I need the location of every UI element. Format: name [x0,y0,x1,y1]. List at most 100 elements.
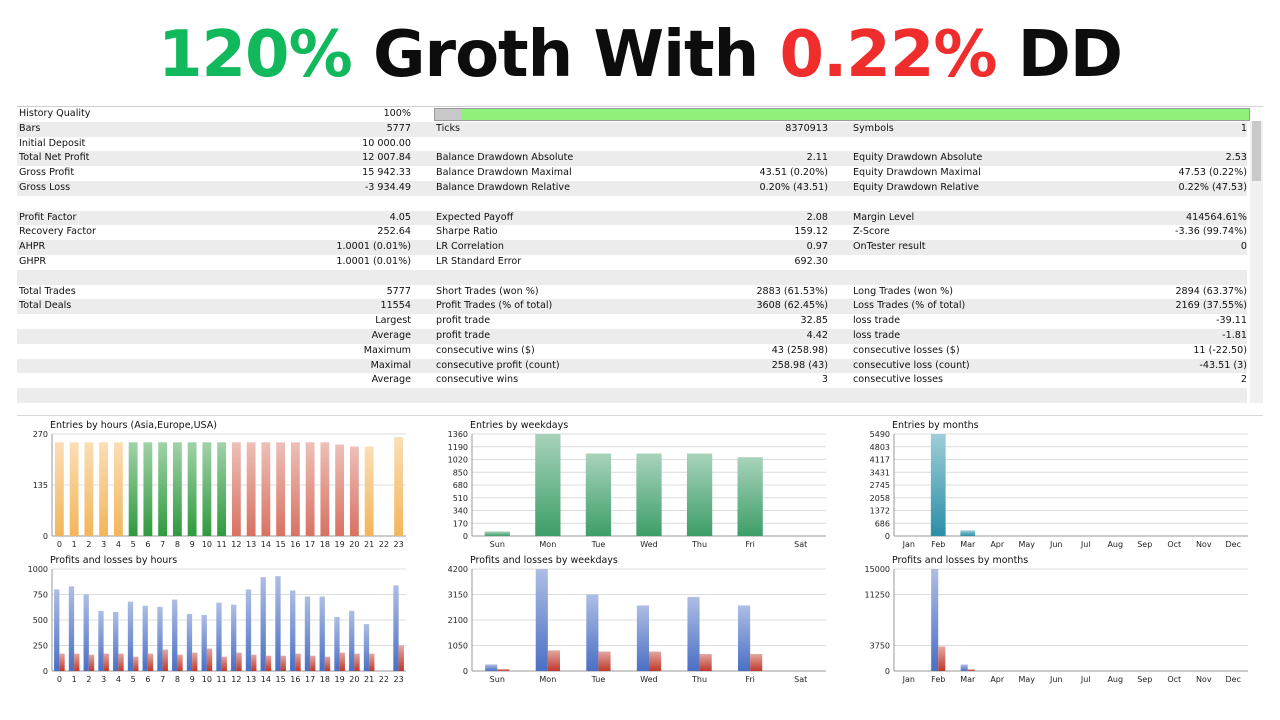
x-tick-label: 16 [290,675,300,684]
x-tick-label: 7 [160,675,165,684]
report-cell-c2l: Sharpe Ratio [436,226,498,238]
x-tick-label: 3 [101,540,106,549]
x-tick-label: 6 [145,675,150,684]
bar [349,610,355,671]
x-tick-label: Fri [745,675,755,684]
x-tick-label: Nov [1196,675,1212,684]
report-cell-c1l: Initial Deposit [19,137,86,149]
report-row [17,196,1247,211]
bar [177,654,183,671]
x-tick-label: 5 [131,675,136,684]
bar [128,442,138,536]
bar [319,596,325,671]
bar [938,646,946,671]
x-tick-label: Sat [794,675,807,684]
bar [68,586,75,671]
report-cell-c2v: 0.97 [806,241,828,253]
entries-by-hours-chart: Entries by hours (Asia,Europe,USA) 0 135 27… [22,418,412,550]
x-tick-label: 2 [86,675,91,684]
x-tick-label: Jun [1049,540,1063,549]
y-tick-label: 500 [33,616,48,625]
y-tick-label: 0 [885,667,890,676]
history-quality-row: History Quality 100% [17,107,1250,122]
bar [335,444,345,536]
bar [186,613,193,671]
y-tick-label: 2745 [870,481,890,490]
bar [261,442,271,536]
x-tick-label: Apr [990,540,1005,549]
x-tick-label: 23 [394,675,404,684]
report-scrollbar[interactable] [1250,121,1263,403]
y-tick-label: 686 [875,519,890,528]
drawdown-percent: 0.22% [779,18,997,92]
report-cell-c1l: Gross Profit [19,167,75,179]
x-tick-label: 9 [190,540,195,549]
bar [192,652,198,671]
bar [699,654,712,671]
report-cell-c1l: GHPR [19,256,47,267]
bar [99,442,109,536]
report-cell-c2v: 4.42 [806,330,828,341]
x-tick-label: 10 [202,540,212,549]
bar [960,530,976,536]
x-tick-label: Sun [490,675,505,684]
x-tick-label: Oct [1167,675,1181,684]
x-tick-label: Feb [931,540,945,549]
report-cell-c2l: LR Correlation [436,241,504,253]
x-tick-label: 13 [246,540,256,549]
x-tick-label: Dec [1226,540,1241,549]
report-row: Gross Profit 15 942.33 Balance Drawdown Ma… [17,166,1247,181]
x-tick-label: 22 [379,675,389,684]
scroll-thumb[interactable] [1252,121,1261,181]
bar [143,442,153,536]
y-tick-label: 11250 [865,591,890,600]
x-tick-label: Mar [960,675,976,684]
report-cell-c2l: Balance Drawdown Relative [436,182,570,193]
bar [113,611,119,671]
report-cell-c3v: 11 (-22.50) [1193,344,1247,356]
report-cell-c2v: 2883 (61.53%) [756,285,828,297]
y-tick-label: 680 [453,481,468,490]
report-cell-c1l: Total Trades [19,285,76,297]
report-row: Bars 5777 Ticks 8370913 Symbols 1 [17,121,1247,137]
report-cell-c1v: 12 007.84 [362,152,411,164]
bar [54,442,64,536]
report-cell-c3l: consecutive loss (count) [853,359,970,371]
report-cell-c1l: Gross Loss [19,182,71,193]
x-tick-label: 4 [116,540,121,549]
drawdown-text: DD [1017,18,1123,92]
bar [363,624,370,671]
bar [216,602,222,671]
bar [260,577,266,671]
y-tick-label: 1372 [870,507,890,516]
bar [686,453,713,536]
bar [484,531,510,536]
report-cell-c1l: Bars [19,122,41,134]
bar [59,653,65,671]
x-tick-label: 12 [231,540,241,549]
entries-months-title: Entries by months [892,420,979,431]
y-tick-label: 1020 [448,456,468,465]
y-tick-label: 0 [43,532,48,541]
bar [172,599,178,671]
report-cell-c2v: 692.30 [794,256,828,267]
report-cell-c1v: 11554 [380,300,411,312]
report-cell-c1l: AHPR [19,241,46,253]
profits-losses-by-weekdays-chart: Profits and losses by weekdays 0 1050 2100 3… [442,553,832,685]
bar [147,653,154,671]
bar [265,655,272,671]
report-cell-c2v: 32.85 [800,315,828,327]
y-tick-label: 250 [33,642,48,651]
report-cell-c3l: Loss Trades (% of total) [853,300,966,312]
y-tick-label: 5490 [870,430,890,439]
report-cell-c2l: profit trade [436,315,491,327]
bar [98,610,104,671]
x-tick-label: 3 [101,675,106,684]
y-tick-label: 4117 [870,456,890,465]
report-cell-c2v: 3608 (62.45%) [756,300,828,312]
entries-months-svg: Entries by months 0 686 1372 2058 2745 3431 411… [870,420,1248,549]
report-cell-c2l: consecutive wins ($) [436,344,535,356]
x-tick-label: Dec [1226,675,1241,684]
x-tick-label: 9 [190,675,195,684]
x-tick-label: 2 [86,540,91,549]
